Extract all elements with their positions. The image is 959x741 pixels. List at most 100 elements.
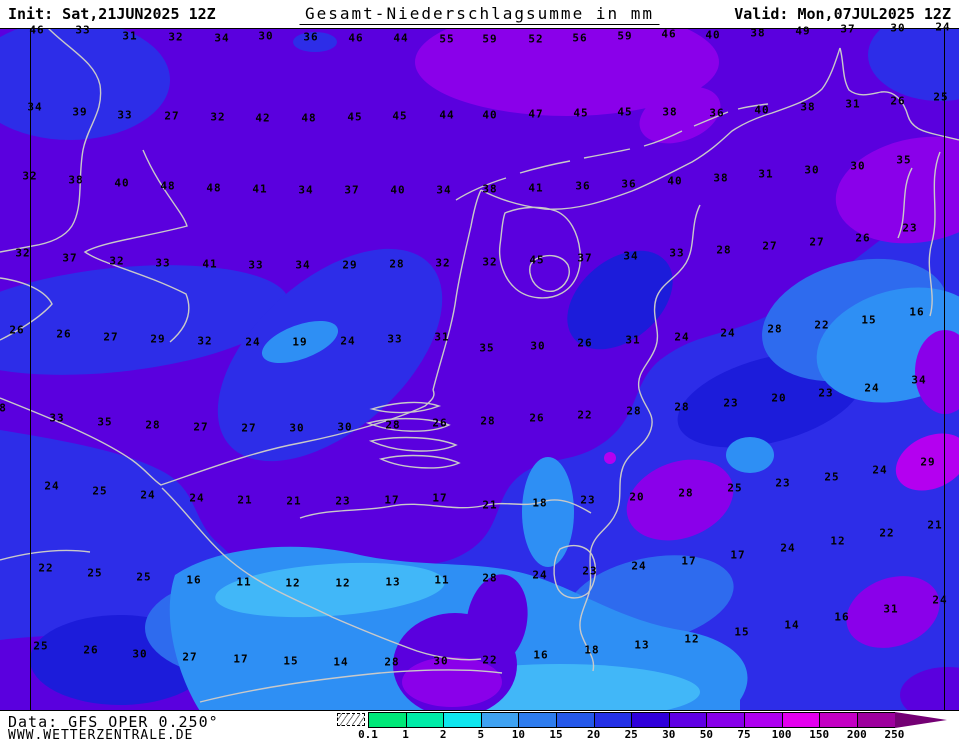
map-value-label: 48 xyxy=(160,179,176,193)
map-value-label: 34 xyxy=(623,249,639,263)
colorbar-segment xyxy=(443,712,482,728)
map-value-label: 24 xyxy=(932,593,948,607)
colorbar-tick-label: 10 xyxy=(511,728,526,741)
map-value-label: 44 xyxy=(439,108,455,122)
map-value-label: 18 xyxy=(532,496,548,510)
map-value-label: 40 xyxy=(482,108,498,122)
colorbar-tick-label: 200 xyxy=(846,728,867,741)
map-value-label: 26 xyxy=(577,336,593,350)
map-value-label: 26 xyxy=(56,327,72,341)
map-value-label: 22 xyxy=(577,408,593,422)
map-value-label: 16 xyxy=(533,648,549,662)
map-value-label: 27 xyxy=(164,109,180,123)
map-value-label: 30 xyxy=(850,159,866,173)
colorbar-segment xyxy=(819,712,858,728)
map-value-label: 31 xyxy=(758,167,774,181)
map-value-label: 24 xyxy=(864,381,880,395)
map-value-label: 34 xyxy=(911,373,927,387)
footer-bar: Data: GFS OPER 0.250° WWW.WETTERZENTRALE… xyxy=(0,711,959,741)
map-value-label: 30 xyxy=(804,163,820,177)
map-value-label: 40 xyxy=(390,183,406,197)
map-value-label: 22 xyxy=(38,561,54,575)
map-value-label: 25 xyxy=(727,481,743,495)
map-value-label: 14 xyxy=(784,618,800,632)
colorbar-segment xyxy=(631,712,670,728)
map-value-label: 28 xyxy=(480,414,496,428)
map-value-label: 28 xyxy=(716,243,732,257)
map-value-label: 38 xyxy=(662,105,678,119)
map-value-label: 25 xyxy=(92,484,108,498)
map-value-label: 31 xyxy=(883,602,899,616)
map-value-label: 24 xyxy=(44,479,60,493)
map-value-label: 24 xyxy=(872,463,888,477)
map-value-label: 20 xyxy=(629,490,645,504)
map-value-label: 28 xyxy=(385,418,401,432)
map-value-label: 56 xyxy=(572,31,588,45)
map-value-label: 24 xyxy=(245,335,261,349)
map-value-label: 23 xyxy=(580,493,596,507)
map-value-label: 52 xyxy=(528,32,544,46)
map-value-label: 16 xyxy=(834,610,850,624)
map-value-label: 23 xyxy=(818,386,834,400)
map-value-label: 38 xyxy=(713,171,729,185)
map-value-label: 37 xyxy=(577,251,593,265)
map-value-label: 23 xyxy=(582,564,598,578)
map-value-label: 32 xyxy=(22,169,38,183)
map-value-label: 20 xyxy=(771,391,787,405)
map-value-label: 16 xyxy=(186,573,202,587)
data-source-label: Data: GFS OPER 0.250° xyxy=(8,713,219,731)
map-value-label: 26 xyxy=(9,323,25,337)
map-value-label: 22 xyxy=(814,318,830,332)
map-value-label: 59 xyxy=(482,32,498,46)
colorbar-tick-label: 0.1 xyxy=(358,728,378,741)
map-value-label: 24 xyxy=(720,326,736,340)
map-value-label: 23 xyxy=(902,221,918,235)
map-value-label: 21 xyxy=(482,498,498,512)
map-value-label: 30 xyxy=(132,647,148,661)
map-value-label: 26 xyxy=(83,643,99,657)
precipitation-map: 46 33 31 32 34 30 36 46 44 55 59 52 56 59 46 40 38 49 37 30… xyxy=(0,22,959,711)
colorbar-segment xyxy=(593,712,633,728)
colorbar-tick-label: 100 xyxy=(771,728,792,741)
map-value-label: 24 xyxy=(935,20,951,34)
map-value-label: 29 xyxy=(920,455,936,469)
map-value-label: 22 xyxy=(879,526,895,540)
map-value-label: 33 xyxy=(669,246,685,260)
map-value-label: 40 xyxy=(754,103,770,117)
colorbar-segment xyxy=(781,712,821,728)
map-value-label: 25 xyxy=(87,566,103,580)
map-value-label: 48 xyxy=(206,181,222,195)
map-value-label: 27 xyxy=(193,420,209,434)
map-value-label: 38 xyxy=(800,100,816,114)
map-value-label: 27 xyxy=(182,650,198,664)
map-value-label: 25 xyxy=(136,570,152,584)
colorbar-segment xyxy=(744,712,783,728)
map-value-label: 45 xyxy=(347,110,363,124)
map-value-label: 34 xyxy=(298,183,314,197)
map-value-label: 17 xyxy=(730,548,746,562)
map-value-label: 28 xyxy=(389,257,405,271)
map-value-label: 46 xyxy=(29,23,45,37)
map-value-label: 21 xyxy=(286,494,302,508)
map-value-label: 47 xyxy=(528,107,544,121)
map-value-label: 28 xyxy=(145,418,161,432)
colorbar-tick-label: 15 xyxy=(549,728,563,741)
colorbar-segment xyxy=(856,712,896,728)
map-value-label: 36 xyxy=(575,179,591,193)
colorbar-segment xyxy=(668,712,708,728)
colorbar-segment xyxy=(556,712,595,728)
map-value-label: 27 xyxy=(103,330,119,344)
map-value-label: 36 xyxy=(709,106,725,120)
map-value-label: 33 xyxy=(49,411,65,425)
map-value-label: 32 xyxy=(15,246,31,260)
map-value-label: 12 xyxy=(285,576,301,590)
colorbar-tick-label: 75 xyxy=(737,728,751,741)
map-value-label: 31 xyxy=(845,97,861,111)
map-value-label: 13 xyxy=(385,575,401,589)
map-value-label: 28 xyxy=(674,400,690,414)
map-value-label: 29 xyxy=(342,258,358,272)
map-value-label: 34 xyxy=(436,183,452,197)
map-value-label: 28 xyxy=(384,655,400,669)
colorbar-tick-label: 5 xyxy=(477,728,485,741)
map-value-label: 45 xyxy=(529,253,545,267)
